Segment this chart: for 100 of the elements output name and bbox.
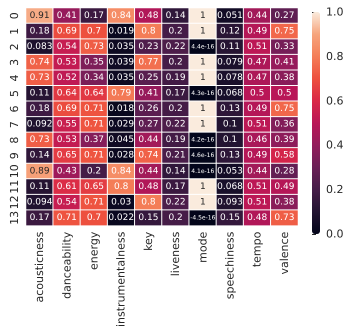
data-label: 0.75	[274, 26, 294, 36]
data-label: 0.2	[168, 104, 183, 114]
data-label: 0.2	[86, 166, 102, 176]
y-tick-label: 4	[8, 74, 21, 82]
data-label: 0.17	[30, 212, 50, 223]
y-tick-label: 3	[8, 58, 21, 66]
data-label: 0.64	[84, 88, 104, 99]
color-bar-label: 0.8	[326, 50, 344, 63]
data-label: 0.068	[217, 88, 244, 99]
x-tick-label: acousticness	[33, 231, 46, 303]
data-label: 0.37	[84, 135, 104, 146]
data-label: 0.17	[166, 88, 186, 99]
data-label: 0.71	[84, 104, 104, 114]
data-label: 0.27	[138, 120, 158, 130]
data-label: 0.74	[138, 150, 159, 161]
data-label: 0.2	[168, 26, 183, 36]
data-label: 0.18	[30, 26, 50, 36]
data-label: 0.64	[56, 88, 78, 99]
data-label: 0.21	[166, 150, 186, 161]
data-label: 0.74	[30, 57, 50, 68]
data-label: 0.61	[56, 182, 77, 192]
data-label: 0.11	[30, 88, 50, 99]
data-label: 1	[200, 72, 206, 83]
data-label: 0.094	[26, 197, 53, 208]
data-label: 0.65	[56, 150, 77, 161]
data-label: 0.84	[111, 166, 132, 176]
data-label: 0.73	[274, 212, 294, 223]
x-tick-label: key	[142, 231, 155, 251]
data-label: 0.7	[86, 212, 102, 223]
data-label: 0.2	[168, 57, 183, 68]
data-label: 0.022	[108, 212, 134, 223]
data-label: 0.03	[111, 197, 132, 208]
data-label: 0.15	[138, 212, 158, 223]
data-label: 0.41	[56, 10, 77, 21]
data-label: 0.65	[84, 182, 104, 192]
data-label: 0.039	[108, 57, 134, 68]
data-label: 0.43	[56, 166, 77, 176]
data-label: 0.5	[250, 88, 264, 99]
data-label: 0.41	[274, 57, 294, 68]
y-tick-label: 0	[8, 12, 21, 20]
x-tick-label: danceability	[60, 231, 74, 299]
data-label: 1	[200, 26, 206, 36]
data-label: 0.53	[56, 57, 77, 68]
y-tick-label: 10	[8, 164, 21, 178]
data-label: 0.73	[84, 42, 104, 52]
data-label: 0.18	[30, 104, 50, 114]
y-tick-label: 6	[8, 106, 21, 113]
y-tick-label: 12	[8, 195, 21, 210]
data-label: 0.14	[166, 166, 186, 176]
color-bar-label: 0.6	[326, 94, 344, 108]
x-tick-label: speechiness	[224, 231, 236, 300]
data-label: 0.17	[166, 182, 186, 192]
data-label: 0.69	[56, 26, 78, 36]
data-label: 0.8	[141, 197, 156, 208]
data-label: 1	[200, 10, 206, 21]
y-tick-label: 9	[8, 152, 21, 160]
data-label: 0.33	[274, 42, 294, 52]
data-label: 0.8	[114, 182, 129, 192]
data-label: 0.28	[274, 166, 295, 176]
data-label: 0.34	[84, 72, 104, 83]
data-label: 0.045	[108, 135, 134, 146]
data-label: 0.019	[108, 26, 134, 36]
y-tick-label: 11	[8, 180, 21, 194]
color-bar-label: 1.0	[326, 6, 344, 18]
y-tick-label: 2	[8, 43, 21, 50]
data-label: 0.51	[247, 182, 268, 192]
data-label: 0.22	[166, 120, 186, 130]
data-label: 0.39	[274, 135, 295, 146]
data-label: 0.44	[138, 166, 159, 176]
data-label: 0.029	[108, 120, 134, 130]
data-label: 1	[200, 104, 206, 114]
data-label: 0.44	[138, 135, 159, 146]
data-label: 0.48	[138, 182, 159, 192]
data-label: 0.092	[26, 120, 52, 130]
data-label: 0.58	[274, 150, 295, 161]
data-label: 0.083	[26, 42, 52, 52]
x-tick-label: liveness	[169, 231, 182, 276]
color-bar-label: 0.2	[326, 183, 344, 196]
data-label: 0.51	[247, 120, 268, 130]
data-label: 0.36	[274, 120, 295, 130]
data-label: 0.12	[220, 26, 240, 36]
data-label: 0.51	[247, 197, 268, 208]
data-label: 0.46	[247, 135, 268, 146]
data-label: 0.5	[277, 88, 292, 99]
data-label: 0.38	[274, 197, 295, 208]
data-label: 0.49	[247, 26, 268, 36]
data-label: 0.71	[84, 120, 104, 130]
data-label: 0.54	[56, 197, 78, 208]
data-label: 0.69	[56, 104, 78, 114]
data-label: 0.73	[30, 72, 50, 83]
data-label: 0.71	[56, 212, 77, 223]
data-label: 0.7	[86, 26, 102, 36]
color-bar-label: 0.4	[326, 138, 344, 152]
data-label: 0.71	[84, 150, 104, 161]
y-tick-label: 8	[8, 136, 21, 144]
data-label: 1	[200, 57, 206, 68]
data-label: 0.15	[220, 212, 240, 223]
data-label: 0.11	[220, 42, 240, 52]
data-label: 0.035	[108, 42, 134, 52]
data-label: 0.51	[247, 42, 268, 52]
